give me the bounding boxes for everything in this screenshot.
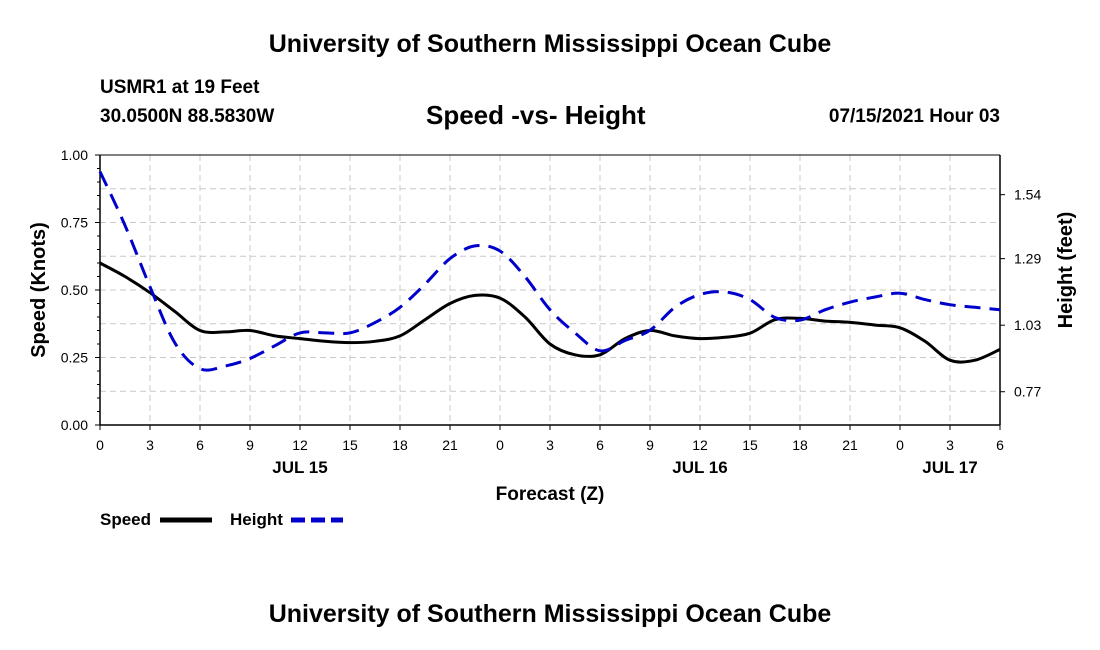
date-label: JUL 17 <box>922 458 977 477</box>
y2-tick-label: 1.29 <box>1014 251 1041 267</box>
x-tick-label: 21 <box>842 437 858 453</box>
y-axis-title: Speed (Knots) <box>28 222 50 358</box>
x-tick-label: 18 <box>392 437 408 453</box>
x-tick-label: 15 <box>342 437 358 453</box>
x-tick-label: 9 <box>246 437 254 453</box>
station-coordinates: 30.0500N 88.5830W <box>100 106 275 127</box>
axis-labels: 0.00 0.25 0.50 0.75 1.00 0.77 1.03 1.29 1.54 0 3 6 9… <box>28 147 1077 505</box>
speed-series-line <box>99 261 1001 364</box>
x-tick-label: 15 <box>742 437 758 453</box>
x-tick-label: 3 <box>146 437 154 453</box>
station-label: USMR1 at 19 Feet <box>100 77 260 98</box>
y2-tick-label: 1.54 <box>1014 187 1041 203</box>
date-label: JUL 16 <box>672 458 727 477</box>
grid <box>100 155 1000 425</box>
x-tick-label: 3 <box>546 437 554 453</box>
forecast-datetime: 07/15/2021 Hour 03 <box>828 106 1000 127</box>
y2-axis-title: Height (feet) <box>1055 212 1077 329</box>
y-tick-label: 0.25 <box>61 350 88 366</box>
legend-label-speed: Speed <box>100 510 151 529</box>
x-tick-label: 6 <box>196 437 204 453</box>
y-tick-label: 0.75 <box>61 215 88 231</box>
page-title: University of Southern Mississippi Ocean… <box>268 30 832 58</box>
date-label: JUL 15 <box>272 458 327 477</box>
footer-title: University of Southern Mississippi Ocean… <box>268 600 832 628</box>
x-tick-label: 6 <box>996 437 1004 453</box>
x-tick-label: 0 <box>496 437 504 453</box>
x-axis-title: Forecast (Z) <box>496 484 605 505</box>
chart-title: Speed -vs- Height <box>426 100 646 130</box>
y-tick-label: 0.00 <box>61 417 88 433</box>
axes <box>95 154 1005 430</box>
x-tick-label: 12 <box>692 437 708 453</box>
legend: Speed Height <box>100 510 343 529</box>
x-tick-label: 21 <box>442 437 458 453</box>
x-tick-label: 9 <box>646 437 654 453</box>
x-tick-label: 0 <box>896 437 904 453</box>
y2-tick-label: 1.03 <box>1014 317 1041 333</box>
y2-tick-label: 0.77 <box>1014 384 1041 400</box>
y-tick-label: 0.50 <box>61 282 88 298</box>
x-tick-label: 0 <box>96 437 104 453</box>
x-tick-label: 18 <box>792 437 808 453</box>
series <box>98 170 1001 372</box>
y-tick-label: 1.00 <box>61 147 88 163</box>
x-tick-label: 3 <box>946 437 954 453</box>
legend-label-height: Height <box>230 510 283 529</box>
x-tick-label: 6 <box>596 437 604 453</box>
x-tick-label: 12 <box>292 437 308 453</box>
height-series-line <box>98 170 1001 372</box>
